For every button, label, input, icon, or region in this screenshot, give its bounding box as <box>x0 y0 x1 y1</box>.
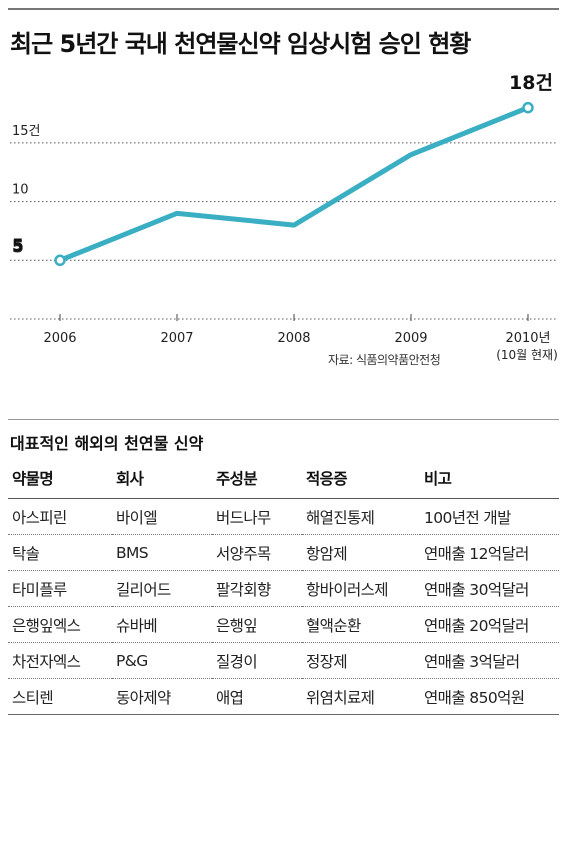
table-cell: 은행잎 <box>212 606 302 643</box>
table-row: 탁솔 BMS 서양주목 항암제 연매출 12억달러 <box>8 534 559 571</box>
y-tick-label: 15건 <box>12 124 41 139</box>
table-row: 아스피린 바이엘 버드나무 해열진통제 100년전 개발 <box>8 498 559 535</box>
table-cell: 바이엘 <box>112 498 212 535</box>
table-cell: 연매출 3억달러 <box>420 642 559 679</box>
column-header: 주성분 <box>212 458 302 499</box>
data-label: 18건 <box>509 72 553 94</box>
data-point <box>522 101 534 114</box>
table-row: 타미플루 길리어드 팔각회향 항바이러스제 연매출 30억달러 <box>8 570 559 607</box>
table-cell: 탁솔 <box>8 534 112 571</box>
table-cell: 서양주목 <box>212 534 302 571</box>
x-tick-label: 2010년 <box>505 331 550 346</box>
column-header: 회사 <box>112 458 212 499</box>
table-cell: 항바이러스제 <box>302 570 420 607</box>
drug-table: 약물명 회사 주성분 적응증 비고 아스피린 바이엘 버드나무 해열진통제 100년전 개발 탁솔… <box>8 458 559 715</box>
section-divider <box>8 419 559 420</box>
x-tick-label: 2008 <box>277 331 310 346</box>
source-note: 자료: 식품의약품안전청 <box>328 353 441 367</box>
table-cell: 은행잎엑스 <box>8 606 112 643</box>
table-title: 대표적인 해외의 천연물 신약 <box>10 434 204 453</box>
table-cell: 버드나무 <box>212 498 302 535</box>
table-body: 아스피린 바이엘 버드나무 해열진통제 100년전 개발 탁솔 BMS 서양주목 항암제 연매출 … <box>8 498 559 715</box>
table-cell: 차전자엑스 <box>8 642 112 679</box>
table-cell: 연매출 850억원 <box>420 678 559 715</box>
column-header: 적응증 <box>302 458 420 499</box>
data-label: 5 <box>12 236 24 256</box>
table-cell: 팔각회향 <box>212 570 302 607</box>
y-tick-label: 10 <box>12 183 29 198</box>
table-cell: 위염치료제 <box>302 678 420 715</box>
x-tick-label: 2007 <box>160 331 193 346</box>
table-cell: 질경이 <box>212 642 302 679</box>
x-tick-label: 2006 <box>43 331 76 346</box>
table-cell: 슈바베 <box>112 606 212 643</box>
page-title: 최근 5년간 국내 천연물신약 임상시험 승인 현황 <box>10 30 471 58</box>
table-cell: 연매출 30억달러 <box>420 570 559 607</box>
table-cell: P&G <box>112 642 212 679</box>
column-header: 약물명 <box>8 458 112 499</box>
table-cell: 해열진통제 <box>302 498 420 535</box>
table-cell: 100년전 개발 <box>420 498 559 535</box>
x-tick-label: 2009 <box>394 331 427 346</box>
table-cell: BMS <box>112 534 212 571</box>
table-cell: 동아제약 <box>112 678 212 715</box>
table-cell: 연매출 20억달러 <box>420 606 559 643</box>
series-line <box>57 105 531 263</box>
table-cell: 타미플루 <box>8 570 112 607</box>
data-point <box>54 254 66 267</box>
table-row: 차전자엑스 P&G 질경이 정장제 연매출 3억달러 <box>8 642 559 679</box>
table-cell: 혈액순환 <box>302 606 420 643</box>
y-tick-label: 5 <box>12 237 24 257</box>
table-row: 은행잎엑스 슈바베 은행잎 혈액순환 연매출 20억달러 <box>8 606 559 643</box>
top-rule <box>8 8 559 10</box>
column-header: 비고 <box>420 458 559 499</box>
table-cell: 아스피린 <box>8 498 112 535</box>
table-cell: 항암제 <box>302 534 420 571</box>
x-tick-sublabel: (10월 현재) <box>496 348 558 362</box>
table-row: 스티렌 동아제약 애엽 위염치료제 연매출 850억원 <box>8 678 559 715</box>
table-header-row: 약물명 회사 주성분 적응증 비고 <box>8 458 559 499</box>
table-cell: 정장제 <box>302 642 420 679</box>
table-cell: 길리어드 <box>112 570 212 607</box>
table-cell: 애엽 <box>212 678 302 715</box>
table-cell: 연매출 12억달러 <box>420 534 559 571</box>
table-cell: 스티렌 <box>8 678 112 715</box>
